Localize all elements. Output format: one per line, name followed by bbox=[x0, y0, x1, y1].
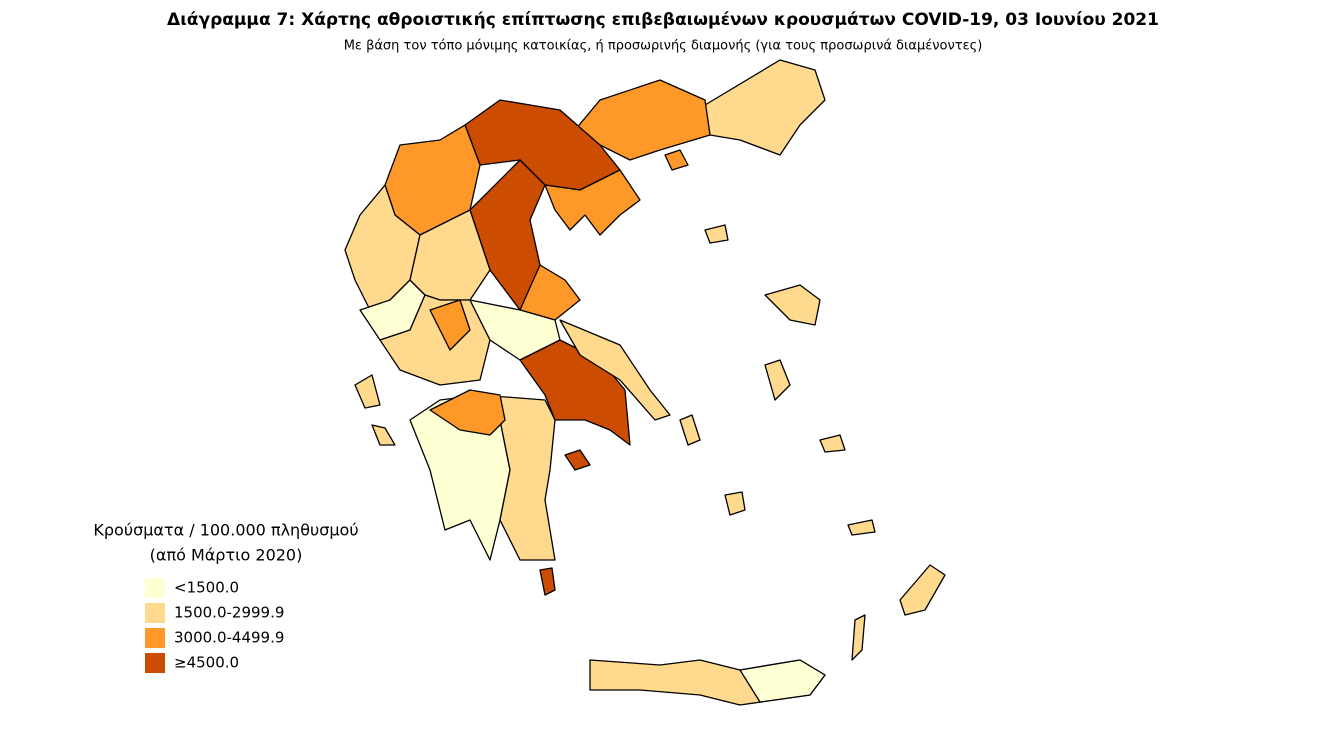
region bbox=[371, 424, 396, 446]
region bbox=[704, 224, 729, 244]
region bbox=[564, 449, 591, 471]
legend-label: 3000.0-4499.9 bbox=[174, 629, 284, 647]
region bbox=[354, 374, 381, 409]
legend-label: ≥4500.0 bbox=[174, 654, 239, 672]
region bbox=[764, 284, 821, 326]
region bbox=[544, 169, 641, 236]
region bbox=[819, 434, 846, 453]
region bbox=[429, 299, 471, 351]
subtitle: Με βάση τον τόπο μόνιμης κατοικίας, ή πρ… bbox=[344, 39, 983, 54]
region bbox=[847, 519, 876, 536]
region bbox=[429, 389, 506, 436]
legend-swatch bbox=[145, 653, 165, 673]
title: Διάγραμμα 7: Χάρτης αθροιστικής επίπτωση… bbox=[167, 10, 1159, 30]
region bbox=[559, 319, 671, 421]
legend-title: (από Μάρτιο 2020) bbox=[150, 546, 303, 565]
region bbox=[851, 614, 866, 661]
region bbox=[664, 149, 689, 171]
legend-title: Κρούσματα / 100.000 πληθυσμού bbox=[93, 521, 358, 540]
legend-swatch bbox=[145, 628, 165, 648]
legend-swatch bbox=[145, 603, 165, 623]
legend-swatch bbox=[145, 578, 165, 598]
legend-label: 1500.0-2999.9 bbox=[174, 604, 284, 622]
region bbox=[679, 414, 701, 446]
region bbox=[479, 394, 556, 561]
region bbox=[539, 567, 556, 596]
region bbox=[724, 491, 746, 516]
region bbox=[704, 59, 826, 156]
region bbox=[899, 564, 946, 616]
region bbox=[739, 659, 826, 703]
map bbox=[344, 59, 946, 706]
legend-label: <1500.0 bbox=[174, 579, 239, 597]
region bbox=[764, 359, 791, 401]
legend: Κρούσματα / 100.000 πληθυσμού (από Μάρτιο… bbox=[93, 521, 359, 673]
